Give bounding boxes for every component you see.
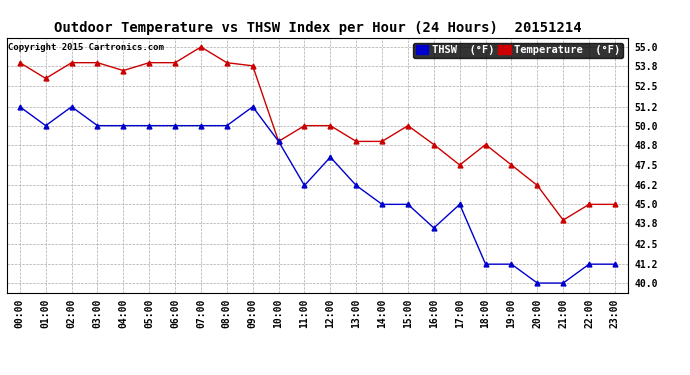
Text: Copyright 2015 Cartronics.com: Copyright 2015 Cartronics.com	[8, 43, 164, 52]
Legend: THSW  (°F), Temperature  (°F): THSW (°F), Temperature (°F)	[413, 43, 622, 58]
Title: Outdoor Temperature vs THSW Index per Hour (24 Hours)  20151214: Outdoor Temperature vs THSW Index per Ho…	[54, 21, 581, 35]
